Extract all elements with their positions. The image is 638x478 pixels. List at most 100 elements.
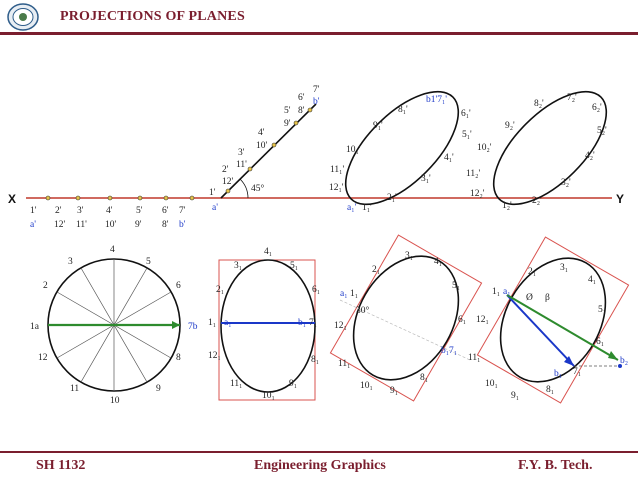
label-p1-b: b₁ <box>298 318 306 328</box>
label-11p: 11' <box>76 220 87 230</box>
label-5p: 5' <box>136 206 143 216</box>
label-f-6: 6₁ <box>596 337 604 347</box>
label-f-1: 1₁ <box>492 287 500 297</box>
label-r-1: 1₁ <box>350 289 358 299</box>
label-e2-2: 2₁' <box>387 193 397 203</box>
label-elev-6: 6' <box>298 93 305 103</box>
label-c-11: 11 <box>70 384 79 394</box>
label-p1-5: 5₁ <box>290 261 298 271</box>
xy-points <box>45 195 195 201</box>
label-elev-2: 2' <box>222 165 229 175</box>
label-e2-3: 3₁' <box>421 174 431 184</box>
label-f-5: 5₁ <box>598 305 606 315</box>
arrow-head-green-2 <box>608 351 618 360</box>
label-elev-11: 11' <box>236 160 247 170</box>
arrow-head-green <box>172 321 180 329</box>
label-12p: 12' <box>54 220 66 230</box>
label-elev-10: 10' <box>256 141 268 151</box>
label-elev-3: 3' <box>238 148 245 158</box>
label-e2-9: 9₁' <box>373 121 383 131</box>
final-true-length-line <box>506 294 619 361</box>
label-c-7b: 7b <box>188 322 198 332</box>
label-p1-7: 7₁ <box>309 318 317 328</box>
label-r-12: 12₁ <box>334 321 347 331</box>
label-r-angle: 30° <box>356 305 370 316</box>
inclined-points <box>225 107 313 194</box>
label-r-9: 9₁ <box>390 386 398 396</box>
footer-subject: Engineering Graphics <box>254 458 386 473</box>
final-projection-line <box>506 294 575 367</box>
label-f-b: b₁ <box>554 369 562 379</box>
label-y: Y <box>616 192 624 206</box>
footer-rule <box>0 451 638 453</box>
label-e2-11: 11₁' <box>330 165 344 175</box>
label-elev-b: b' <box>313 97 320 107</box>
label-4p: 4' <box>106 206 113 216</box>
label-6p: 6' <box>162 206 169 216</box>
label-r-6: 6₁ <box>458 315 466 325</box>
label-1p: 1' <box>30 206 37 216</box>
label-r-11: 11₁ <box>338 359 350 369</box>
plan-ellipse-1 <box>220 259 316 393</box>
label-3p: 3' <box>77 206 84 216</box>
label-c-6: 6 <box>176 281 181 291</box>
label-f-9: 9₁ <box>511 391 519 401</box>
label-f-2: 2₁ <box>528 267 536 277</box>
angle-label: 45° <box>251 183 265 194</box>
label-elev-8: 8' <box>298 106 305 116</box>
label-f-11: 11₁ <box>468 353 480 363</box>
label-f-7: 7₁ <box>573 367 581 377</box>
label-p1-8: 8₁ <box>311 355 319 365</box>
label-e3-2: 2₂' <box>532 196 542 206</box>
label-7p: 7' <box>179 206 186 216</box>
rotated-plan-group <box>329 234 483 402</box>
footer-course-code: SH 1132 <box>36 458 86 473</box>
label-f-12: 12₁ <box>476 315 489 325</box>
label-p1-11: 11₁ <box>230 379 242 389</box>
label-e2-b: b1'7₁' <box>426 95 447 105</box>
label-x: X <box>8 192 16 206</box>
label-c-2: 2 <box>43 281 48 291</box>
label-c-10: 10 <box>110 396 120 406</box>
label-elev-5: 5' <box>284 106 291 116</box>
label-c-9: 9 <box>156 384 161 394</box>
institute-logo <box>7 3 39 31</box>
label-e2-6: 6₁' <box>461 109 471 119</box>
label-9p: 9' <box>135 220 142 230</box>
label-r-5: 5₁ <box>452 281 460 291</box>
label-e2-8: 8₁' <box>398 105 408 115</box>
elevation-ellipse-1 <box>344 90 460 206</box>
label-e3-5: 5₂' <box>597 126 607 136</box>
angle-arc <box>239 178 249 199</box>
label-10p: 10' <box>105 220 117 230</box>
label-f-4: 4₁ <box>588 275 596 285</box>
label-p1-12: 12₁ <box>208 351 221 361</box>
label-f-phi: Ø <box>526 293 533 303</box>
label-elev-9: 9' <box>284 119 291 129</box>
label-elev-a: a' <box>212 203 218 213</box>
header-rule <box>0 32 638 35</box>
label-e3-12: 12₂' <box>470 189 485 199</box>
label-f-10: 10₁ <box>485 379 498 389</box>
label-e3-1: 1₂' <box>502 201 512 211</box>
elevation-ellipse-2 <box>492 90 608 206</box>
final-plan-group <box>476 236 630 404</box>
label-e3-7: 7₂' <box>567 93 577 103</box>
label-e3-4: 4₂' <box>585 151 595 161</box>
label-c-12: 12 <box>38 353 48 363</box>
label-r-3: 3₁ <box>405 251 413 261</box>
label-f-a: a₁ <box>503 287 511 297</box>
label-e3-10: 10₂' <box>477 143 492 153</box>
label-p1-1: 1₁ <box>208 318 216 328</box>
label-e2-1: 1₁' <box>362 203 372 213</box>
label-e3-51: 5₁' <box>462 130 472 140</box>
inclined-edge-view <box>220 103 317 199</box>
point-b2 <box>618 364 622 368</box>
label-c-8: 8 <box>176 353 181 363</box>
label-e3-9: 9₂' <box>505 121 515 131</box>
label-e3-8: 8₂' <box>534 99 544 109</box>
label-f-b2: b₂ <box>620 356 628 366</box>
label-e3-6: 6₂' <box>592 103 602 113</box>
label-8p: 8' <box>162 220 169 230</box>
label-f-3: 3₁ <box>560 263 568 273</box>
